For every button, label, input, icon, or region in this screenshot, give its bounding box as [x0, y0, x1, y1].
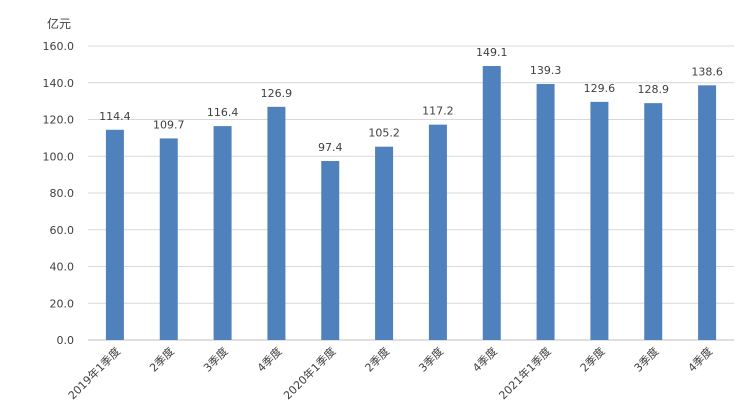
y-tick-label: 60.0	[50, 224, 75, 237]
x-tick-label: 3季度	[416, 344, 446, 374]
data-label: 109.7	[153, 118, 185, 131]
data-label: 105.2	[368, 127, 400, 140]
x-tick-label: 4季度	[469, 344, 499, 374]
data-label: 129.6	[584, 82, 616, 95]
y-tick-label: 120.0	[43, 114, 75, 127]
data-label: 139.3	[530, 64, 562, 77]
bar	[590, 101, 609, 340]
x-tick-label: 2021年1季度	[496, 344, 554, 402]
data-label: 117.2	[422, 105, 454, 118]
data-label: 97.4	[318, 141, 343, 154]
bar	[105, 129, 124, 340]
x-tick-label: 2020年1季度	[280, 344, 338, 402]
bar	[267, 106, 286, 340]
x-tick-label: 3季度	[200, 344, 230, 374]
data-label: 138.6	[691, 65, 723, 78]
bar	[536, 84, 555, 340]
y-tick-label: 100.0	[43, 150, 75, 163]
bar	[482, 66, 501, 340]
y-tick-label: 0.0	[57, 334, 75, 347]
y-tick-label: 20.0	[50, 297, 75, 310]
bar	[213, 126, 232, 341]
y-tick-label: 160.0	[43, 40, 75, 53]
bar	[321, 161, 340, 340]
bar	[375, 146, 394, 340]
x-tick-label: 2季度	[577, 344, 607, 374]
bar	[159, 138, 178, 340]
x-tick-label: 2季度	[146, 344, 176, 374]
data-label: 114.4	[99, 110, 131, 123]
y-tick-label: 140.0	[43, 77, 75, 90]
x-tick-label: 3季度	[631, 344, 661, 374]
bar	[428, 124, 447, 341]
y-axis-unit-label: 亿元	[47, 17, 72, 31]
y-tick-label: 40.0	[50, 261, 75, 274]
data-label: 128.9	[638, 83, 670, 96]
y-tick-label: 80.0	[50, 187, 75, 200]
bar	[644, 103, 663, 341]
data-label: 126.9	[261, 87, 293, 100]
bar	[698, 85, 717, 340]
data-label: 149.1	[476, 46, 508, 59]
x-tick-label: 2019年1季度	[65, 344, 123, 402]
data-label: 116.4	[207, 106, 239, 119]
x-tick-label: 4季度	[685, 344, 715, 374]
x-tick-label: 4季度	[254, 344, 284, 374]
x-tick-label: 2季度	[362, 344, 392, 374]
